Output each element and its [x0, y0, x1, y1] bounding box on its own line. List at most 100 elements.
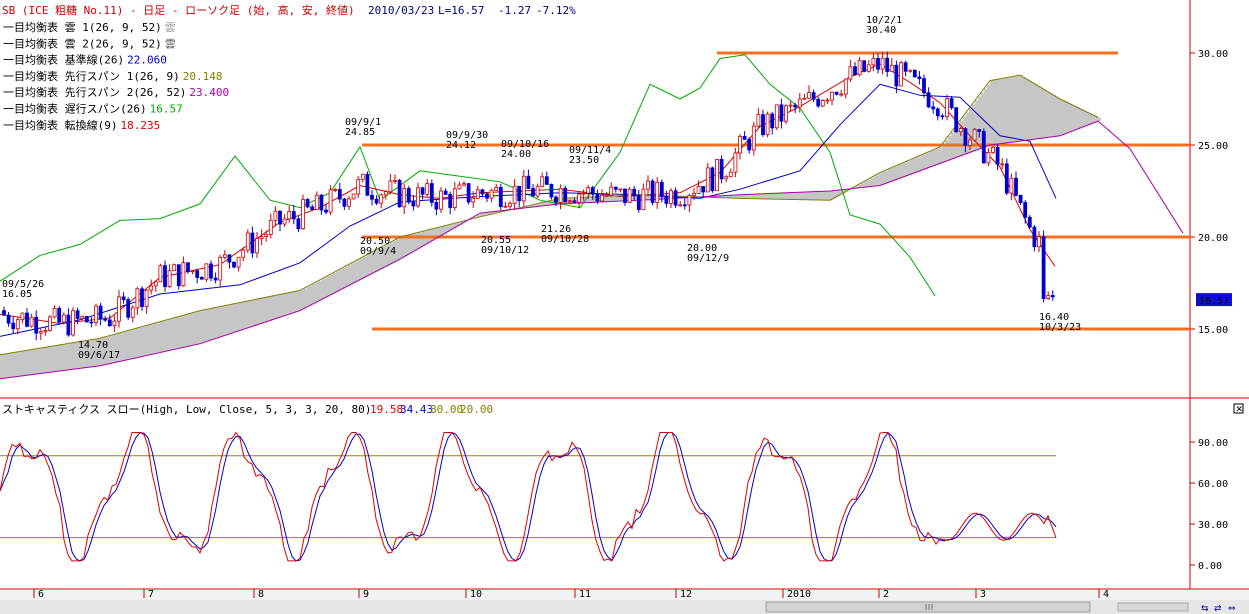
- cloud-slice: [828, 191, 831, 201]
- cloud-slice: [267, 297, 270, 322]
- candle-body: [324, 209, 328, 213]
- candle-body: [521, 175, 526, 202]
- time-label: 2010: [787, 589, 811, 600]
- close-panel-button[interactable]: [1233, 403, 1244, 414]
- cloud-slice: [279, 294, 282, 318]
- cloud-slice: [993, 80, 996, 145]
- candle-body: [1041, 236, 1046, 300]
- zoom-out-icon[interactable]: ⇄: [1214, 604, 1222, 614]
- cloud-slice: [1071, 104, 1074, 132]
- candle-body: [618, 188, 623, 191]
- cloud-slice: [747, 194, 750, 199]
- cloud-slice: [213, 307, 216, 340]
- cloud-slice: [354, 261, 357, 283]
- cloud-slice: [816, 191, 819, 200]
- candle-body: [485, 193, 489, 199]
- candle-body: [949, 98, 954, 109]
- scrollbar-thumb[interactable]: [765, 601, 1091, 613]
- candle-body: [747, 139, 752, 151]
- candle-body: [646, 180, 650, 190]
- cloud-slice: [990, 80, 993, 145]
- candle-body: [816, 98, 821, 107]
- candle-body: [922, 78, 926, 94]
- stochastic-axis: 90.00 60.00 30.00 0.00: [1190, 438, 1228, 572]
- cloud-slice: [645, 194, 648, 200]
- cloud-slice: [438, 227, 441, 238]
- zoom-slider[interactable]: [1117, 602, 1189, 612]
- stochastic-value: 80.00: [430, 403, 463, 416]
- candle-body: [20, 312, 25, 321]
- cloud-slice: [42, 347, 45, 374]
- cloud-slice: [855, 186, 858, 189]
- candle-body: [393, 180, 397, 182]
- cloud-slice: [615, 195, 618, 202]
- cloud-slice: [27, 350, 30, 376]
- candle-body: [779, 104, 784, 122]
- candle-body: [328, 189, 333, 213]
- candle-body: [213, 277, 218, 281]
- cloud-slice: [336, 271, 339, 293]
- fit-icon[interactable]: ⇔: [1228, 604, 1236, 614]
- cloud-slice: [312, 283, 315, 305]
- cloud-slice: [1029, 80, 1032, 140]
- cloud-slice: [732, 195, 735, 199]
- candle-body: [742, 135, 747, 140]
- cloud-slice: [663, 195, 666, 199]
- cloud-slice: [1008, 77, 1011, 143]
- annotation-price: 09/9/4: [360, 246, 396, 257]
- annotation-date: 20.00: [687, 243, 717, 254]
- cloud-slice: [342, 267, 345, 289]
- time-label: 9: [363, 589, 369, 600]
- candle-body: [600, 195, 604, 202]
- candle-body: [549, 184, 554, 198]
- candle-body: [807, 92, 811, 99]
- cloud-slice: [174, 317, 177, 350]
- cloud-slice: [396, 239, 399, 262]
- cloud-slice: [945, 140, 948, 162]
- cloud-slice: [309, 285, 312, 306]
- candle-body: [301, 198, 305, 230]
- cloud-slice: [246, 301, 249, 329]
- candle-body: [696, 186, 701, 194]
- cloud-slice: [1086, 111, 1089, 126]
- cloud-slice: [792, 192, 795, 200]
- cloud-slice: [276, 295, 279, 319]
- cloud-slice: [960, 120, 963, 157]
- candle-body: [15, 319, 20, 330]
- cloud-slice: [360, 258, 363, 280]
- candle-body: [61, 314, 66, 323]
- candle-body: [264, 234, 269, 237]
- cloud-slice: [255, 299, 258, 326]
- cloud-slice: [1089, 113, 1092, 125]
- candle-body: [945, 98, 949, 117]
- cloud-slice: [102, 337, 105, 366]
- candle-body: [673, 190, 678, 206]
- candle-body: [38, 331, 43, 334]
- annotation-date: 16.40: [1039, 312, 1069, 323]
- cloud-slice: [1083, 110, 1086, 127]
- cloud-slice: [909, 160, 912, 175]
- cloud-slice: [48, 346, 51, 373]
- candle-body: [917, 76, 922, 80]
- cloud-slice: [1023, 76, 1026, 141]
- cloud-slice: [1017, 75, 1020, 142]
- cloud-slice: [441, 226, 444, 236]
- candle-body: [135, 288, 140, 309]
- cloud-slice: [75, 342, 78, 370]
- zoom-in-icon[interactable]: ⇆: [1201, 604, 1209, 614]
- cloud-slice: [1011, 76, 1014, 143]
- cloud-slice: [234, 303, 237, 333]
- cloud-slice: [141, 326, 144, 357]
- candle-body: [659, 181, 664, 197]
- cloud-slice: [111, 335, 114, 364]
- annotation-date: 09/5/26: [2, 279, 44, 290]
- time-label: 10: [470, 589, 482, 600]
- cloud-slice: [489, 212, 492, 215]
- candle-body: [572, 200, 577, 203]
- cloud-slice: [897, 165, 900, 180]
- candle-body: [954, 107, 959, 133]
- candle-body: [839, 93, 844, 96]
- candle-body: [1037, 236, 1041, 248]
- candle-body: [931, 106, 936, 110]
- candle-body: [103, 318, 108, 321]
